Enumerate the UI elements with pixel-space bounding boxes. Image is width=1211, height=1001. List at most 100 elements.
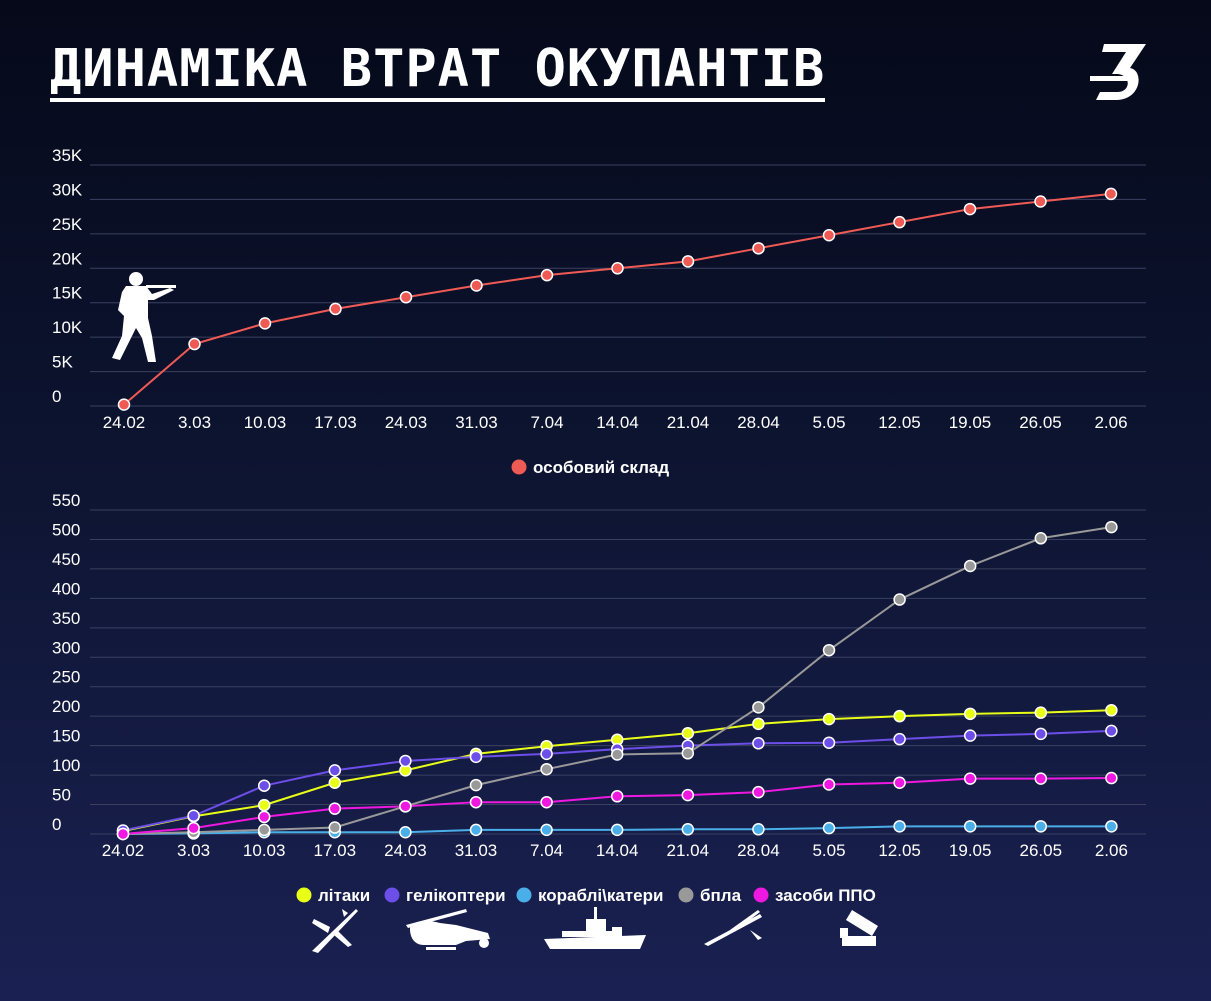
x-tick-label: 28.04 bbox=[737, 841, 780, 860]
data-point-helicopters bbox=[328, 764, 342, 777]
data-point-air_defense bbox=[822, 778, 836, 791]
x-tick-label: 21.04 bbox=[667, 413, 710, 432]
x-tick-label: 19.05 bbox=[949, 413, 992, 432]
data-point-personnel bbox=[540, 268, 554, 282]
legend-marker-uav bbox=[678, 887, 694, 903]
data-point-aircraft bbox=[822, 712, 836, 726]
data-point-uav bbox=[963, 559, 977, 573]
y-tick-label: 350 bbox=[52, 609, 80, 628]
data-point-personnel bbox=[893, 215, 906, 229]
legend-label-air_defense: засоби ППО bbox=[775, 886, 876, 905]
data-point-air_defense bbox=[752, 785, 765, 799]
data-point-ships bbox=[893, 820, 906, 833]
y-tick-label: 25K bbox=[52, 215, 83, 234]
y-tick-label: 250 bbox=[52, 668, 80, 687]
y-tick-label: 30K bbox=[52, 180, 83, 199]
series-line-aircraft bbox=[122, 709, 1112, 833]
y-tick-label: 35K bbox=[52, 146, 83, 165]
data-point-air_defense bbox=[469, 795, 483, 809]
data-point-uav bbox=[681, 747, 695, 760]
data-point-aircraft bbox=[963, 707, 977, 721]
y-tick-label: 500 bbox=[52, 520, 80, 539]
soldier-icon bbox=[112, 272, 176, 362]
logo-icon bbox=[1090, 44, 1146, 100]
x-tick-label: 14.04 bbox=[596, 413, 639, 432]
data-point-personnel bbox=[963, 202, 977, 216]
data-point-uav bbox=[822, 643, 836, 657]
x-tick-label: 31.03 bbox=[455, 841, 498, 860]
x-tick-label: 2.06 bbox=[1095, 841, 1128, 860]
y-tick-label: 0 bbox=[52, 815, 61, 834]
y-tick-label: 150 bbox=[52, 727, 80, 746]
legend-label-personnel: особовий склад bbox=[533, 458, 669, 477]
y-tick-label: 50 bbox=[52, 786, 71, 805]
data-point-air_defense bbox=[1105, 771, 1118, 785]
data-point-aircraft bbox=[328, 776, 342, 789]
data-point-air_defense bbox=[116, 827, 130, 841]
x-tick-label: 24.03 bbox=[384, 841, 427, 860]
data-point-personnel bbox=[188, 337, 201, 351]
x-tick-label: 10.03 bbox=[244, 413, 287, 432]
data-point-air_defense bbox=[328, 802, 342, 815]
data-point-aircraft bbox=[681, 727, 695, 740]
data-point-helicopters bbox=[469, 750, 483, 764]
data-point-personnel bbox=[399, 290, 413, 304]
legend-marker-ships bbox=[516, 887, 532, 903]
data-point-uav bbox=[1105, 520, 1118, 534]
data-point-aircraft bbox=[752, 717, 765, 731]
series-line-uav bbox=[122, 526, 1112, 835]
data-point-personnel bbox=[681, 255, 695, 268]
data-point-aircraft bbox=[893, 709, 906, 723]
data-point-uav bbox=[1034, 532, 1048, 545]
data-point-uav bbox=[540, 762, 553, 776]
x-tick-label: 24.02 bbox=[103, 413, 146, 432]
x-tick-label: 14.04 bbox=[596, 841, 639, 860]
x-tick-label: 7.04 bbox=[530, 413, 563, 432]
data-point-personnel bbox=[117, 398, 131, 411]
data-point-personnel bbox=[611, 262, 624, 275]
legend-label-uav: бпла bbox=[700, 886, 742, 905]
data-point-personnel bbox=[258, 317, 272, 330]
data-point-air_defense bbox=[681, 788, 695, 802]
ship-icon bbox=[544, 907, 646, 949]
x-tick-label: 31.03 bbox=[455, 413, 498, 432]
data-point-ships bbox=[1034, 820, 1048, 833]
x-tick-label: 3.03 bbox=[177, 841, 210, 860]
x-tick-label: 24.03 bbox=[385, 413, 428, 432]
data-point-ships bbox=[540, 823, 553, 837]
data-point-ships bbox=[822, 821, 836, 835]
x-tick-label: 2.06 bbox=[1094, 413, 1127, 432]
data-point-personnel bbox=[1104, 187, 1118, 201]
data-point-uav bbox=[257, 823, 271, 837]
data-point-personnel bbox=[329, 302, 342, 316]
data-point-uav bbox=[328, 821, 342, 834]
data-point-air_defense bbox=[1034, 772, 1048, 785]
y-tick-label: 450 bbox=[52, 550, 80, 569]
legend-label-ships: кораблі\катери bbox=[538, 886, 663, 905]
data-point-ships bbox=[963, 820, 977, 833]
air-defense-icon bbox=[840, 910, 878, 946]
x-tick-label: 19.05 bbox=[949, 841, 992, 860]
data-point-helicopters bbox=[1105, 724, 1118, 738]
data-point-helicopters bbox=[399, 754, 412, 768]
x-tick-label: 12.05 bbox=[878, 413, 921, 432]
data-point-air_defense bbox=[540, 795, 553, 809]
data-point-helicopters bbox=[257, 779, 271, 792]
data-point-personnel bbox=[822, 228, 836, 242]
x-tick-label: 17.03 bbox=[314, 841, 357, 860]
data-point-aircraft bbox=[1105, 704, 1118, 717]
x-tick-label: 21.04 bbox=[667, 841, 710, 860]
data-point-helicopters bbox=[1034, 727, 1048, 741]
data-point-helicopters bbox=[822, 736, 836, 749]
y-tick-label: 550 bbox=[52, 491, 80, 510]
data-point-air_defense bbox=[399, 800, 412, 813]
x-tick-label: 10.03 bbox=[243, 841, 286, 860]
legend-label-aircraft: літаки bbox=[318, 886, 370, 905]
y-tick-label: 300 bbox=[52, 638, 80, 657]
y-tick-label: 0 bbox=[52, 387, 61, 406]
data-point-ships bbox=[1105, 820, 1118, 833]
data-point-helicopters bbox=[752, 737, 765, 750]
x-tick-label: 26.05 bbox=[1020, 841, 1063, 860]
uav-icon bbox=[704, 910, 762, 946]
legend-marker-aircraft bbox=[296, 887, 312, 903]
